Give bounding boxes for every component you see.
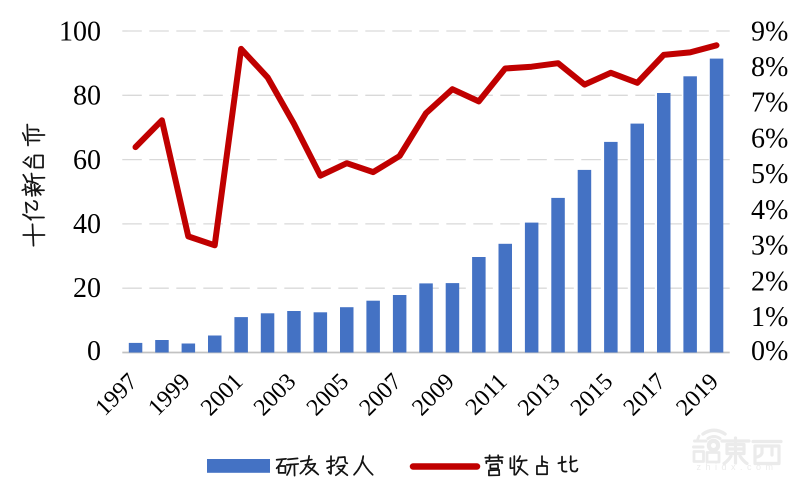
svg-text:2015: 2015 <box>566 369 618 421</box>
svg-text:zhidx.com: zhidx.com <box>696 462 777 472</box>
svg-text:60: 60 <box>73 145 101 176</box>
svg-text:7%: 7% <box>751 88 788 119</box>
svg-text:1999: 1999 <box>143 369 195 421</box>
svg-text:2017: 2017 <box>619 369 671 421</box>
svg-text:0%: 0% <box>751 336 788 367</box>
svg-text:2013: 2013 <box>513 369 565 421</box>
svg-text:0: 0 <box>87 336 101 367</box>
svg-text:1997: 1997 <box>91 369 143 421</box>
svg-text:2005: 2005 <box>302 369 354 421</box>
svg-text:2%: 2% <box>751 266 788 297</box>
svg-text:9%: 9% <box>751 16 788 47</box>
svg-text:2003: 2003 <box>249 369 301 421</box>
svg-text:8%: 8% <box>751 52 788 83</box>
svg-text:5%: 5% <box>751 159 788 190</box>
svg-text:2019: 2019 <box>672 369 724 421</box>
svg-text:80: 80 <box>73 81 101 112</box>
svg-text:1%: 1% <box>751 302 788 333</box>
svg-text:2007: 2007 <box>355 369 407 421</box>
svg-text:3%: 3% <box>751 231 788 262</box>
svg-text:2001: 2001 <box>196 369 248 421</box>
svg-text:100: 100 <box>59 16 101 47</box>
svg-text:2011: 2011 <box>461 369 513 421</box>
svg-text:20: 20 <box>73 273 101 304</box>
svg-text:4%: 4% <box>751 195 788 226</box>
svg-text:6%: 6% <box>751 124 788 155</box>
svg-text:40: 40 <box>73 209 101 240</box>
svg-text:2009: 2009 <box>407 369 459 421</box>
